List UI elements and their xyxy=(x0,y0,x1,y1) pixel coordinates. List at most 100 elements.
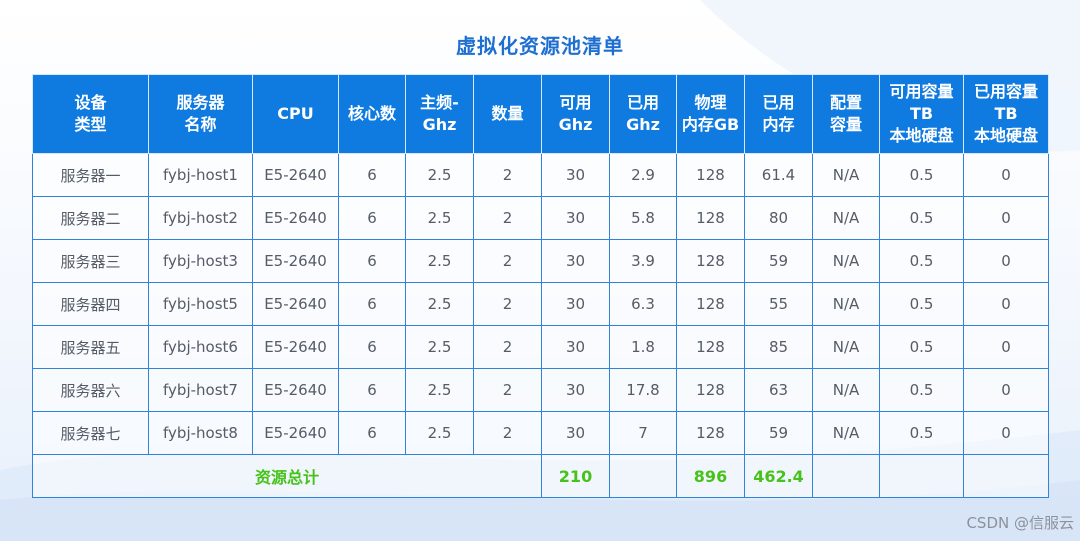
cell-configured-capacity: N/A xyxy=(812,282,880,326)
cell-used-ghz: 1.8 xyxy=(609,325,677,369)
header-server-name: 服务器 名称 xyxy=(148,74,253,154)
cell-cores: 6 xyxy=(338,368,406,412)
cell-used-disk: 0 xyxy=(963,239,1049,283)
cell-cpu: E5-2640 xyxy=(252,153,339,197)
cell-used-memory: 63 xyxy=(744,368,813,412)
table-row: 服务器一 fybj-host1 E5-2640 6 2.5 2 30 2.9 128 61.4 N/… xyxy=(32,153,1049,197)
total-available-disk xyxy=(879,454,964,498)
total-configured-capacity xyxy=(812,454,880,498)
header-configured-capacity: 配置 容量 xyxy=(812,74,880,154)
total-label: 资源总计 xyxy=(32,454,542,498)
cell-server-name: fybj-host7 xyxy=(148,368,253,412)
cell-available-disk: 0.5 xyxy=(879,368,964,412)
cell-available-disk: 0.5 xyxy=(879,411,964,455)
cell-used-ghz: 5.8 xyxy=(609,196,677,240)
cell-server-name: fybj-host3 xyxy=(148,239,253,283)
cell-quantity: 2 xyxy=(473,325,542,369)
cell-physical-memory: 128 xyxy=(676,282,745,326)
cell-used-disk: 0 xyxy=(963,368,1049,412)
cell-cpu: E5-2640 xyxy=(252,196,339,240)
cell-frequency: 2.5 xyxy=(405,282,474,326)
header-used-ghz: 已用 Ghz xyxy=(609,74,677,154)
cell-device-type: 服务器三 xyxy=(32,239,149,283)
cell-available-disk: 0.5 xyxy=(879,153,964,197)
total-physical-memory: 896 xyxy=(676,454,745,498)
cell-available-ghz: 30 xyxy=(541,239,610,283)
cell-available-ghz: 30 xyxy=(541,196,610,240)
cell-used-disk: 0 xyxy=(963,282,1049,326)
cell-cpu: E5-2640 xyxy=(252,325,339,369)
cell-used-ghz: 6.3 xyxy=(609,282,677,326)
header-cores: 核心数 xyxy=(338,74,406,154)
cell-frequency: 2.5 xyxy=(405,325,474,369)
cell-available-ghz: 30 xyxy=(541,411,610,455)
cell-used-memory: 61.4 xyxy=(744,153,813,197)
cell-cores: 6 xyxy=(338,196,406,240)
cell-physical-memory: 128 xyxy=(676,153,745,197)
cell-server-name: fybj-host8 xyxy=(148,411,253,455)
cell-quantity: 2 xyxy=(473,239,542,283)
cell-cores: 6 xyxy=(338,325,406,369)
total-used-disk xyxy=(963,454,1049,498)
cell-cores: 6 xyxy=(338,239,406,283)
cell-available-disk: 0.5 xyxy=(879,196,964,240)
cell-cores: 6 xyxy=(338,411,406,455)
total-available-ghz: 210 xyxy=(541,454,610,498)
header-used-memory: 已用 内存 xyxy=(744,74,813,154)
cell-server-name: fybj-host6 xyxy=(148,325,253,369)
header-used-disk: 已用容量 TB 本地硬盘 xyxy=(963,74,1049,154)
header-available-ghz: 可用 Ghz xyxy=(541,74,610,154)
cell-available-ghz: 30 xyxy=(541,325,610,369)
resource-pool-table: 设备 类型 服务器 名称 CPU 核心数 主频- Ghz 数量 可用 Ghz 已… xyxy=(32,74,1049,498)
header-frequency: 主频- Ghz xyxy=(405,74,474,154)
cell-configured-capacity: N/A xyxy=(812,153,880,197)
page-title: 虚拟化资源池清单 xyxy=(456,34,624,58)
table-row: 服务器四 fybj-host5 E5-2640 6 2.5 2 30 6.3 128 55 N/A 0… xyxy=(32,282,1049,326)
header-device-type: 设备 类型 xyxy=(32,74,149,154)
cell-device-type: 服务器七 xyxy=(32,411,149,455)
cell-cores: 6 xyxy=(338,153,406,197)
cell-physical-memory: 128 xyxy=(676,325,745,369)
cell-server-name: fybj-host2 xyxy=(148,196,253,240)
cell-physical-memory: 128 xyxy=(676,196,745,240)
table-body: 服务器一 fybj-host1 E5-2640 6 2.5 2 30 2.9 128 61.4 N/… xyxy=(32,153,1049,455)
cell-device-type: 服务器五 xyxy=(32,325,149,369)
cell-used-memory: 59 xyxy=(744,411,813,455)
table-row: 服务器六 fybj-host7 E5-2640 6 2.5 2 30 17.8 128 63 N/A… xyxy=(32,368,1049,412)
watermark: CSDN @信服云 xyxy=(966,514,1074,532)
cell-cores: 6 xyxy=(338,282,406,326)
cell-server-name: fybj-host5 xyxy=(148,282,253,326)
total-used-memory: 462.4 xyxy=(744,454,813,498)
cell-used-memory: 59 xyxy=(744,239,813,283)
cell-frequency: 2.5 xyxy=(405,153,474,197)
cell-quantity: 2 xyxy=(473,153,542,197)
cell-available-disk: 0.5 xyxy=(879,282,964,326)
cell-available-ghz: 30 xyxy=(541,368,610,412)
cell-used-disk: 0 xyxy=(963,153,1049,197)
cell-cpu: E5-2640 xyxy=(252,411,339,455)
cell-frequency: 2.5 xyxy=(405,239,474,283)
table-row: 服务器二 fybj-host2 E5-2640 6 2.5 2 30 5.8 128 80 N/A 0… xyxy=(32,196,1049,240)
cell-cpu: E5-2640 xyxy=(252,239,339,283)
header-cpu: CPU xyxy=(252,74,339,154)
cell-quantity: 2 xyxy=(473,368,542,412)
cell-server-name: fybj-host1 xyxy=(148,153,253,197)
cell-physical-memory: 128 xyxy=(676,239,745,283)
cell-quantity: 2 xyxy=(473,196,542,240)
cell-frequency: 2.5 xyxy=(405,196,474,240)
cell-available-ghz: 30 xyxy=(541,282,610,326)
cell-cpu: E5-2640 xyxy=(252,368,339,412)
total-used-ghz xyxy=(609,454,677,498)
table-row: 服务器三 fybj-host3 E5-2640 6 2.5 2 30 3.9 128 59 N/A 0… xyxy=(32,239,1049,283)
cell-used-disk: 0 xyxy=(963,325,1049,369)
cell-device-type: 服务器四 xyxy=(32,282,149,326)
cell-device-type: 服务器二 xyxy=(32,196,149,240)
header-quantity: 数量 xyxy=(473,74,542,154)
cell-frequency: 2.5 xyxy=(405,368,474,412)
cell-used-memory: 55 xyxy=(744,282,813,326)
cell-frequency: 2.5 xyxy=(405,411,474,455)
cell-configured-capacity: N/A xyxy=(812,196,880,240)
header-physical-memory: 物理 内存GB xyxy=(676,74,745,154)
cell-configured-capacity: N/A xyxy=(812,239,880,283)
cell-configured-capacity: N/A xyxy=(812,368,880,412)
